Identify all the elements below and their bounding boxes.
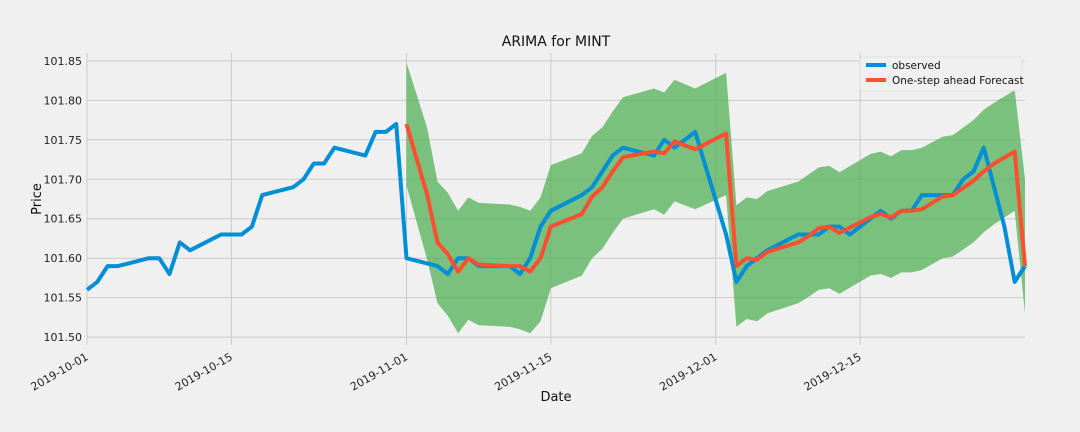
x-axis-label: Date (540, 390, 571, 405)
y-tick-label: 101.60 (44, 252, 83, 265)
x-tick-label: 2019-11-15 (492, 350, 554, 393)
chart-title: ARIMA for MINT (502, 34, 611, 50)
y-tick-label: 101.65 (44, 213, 83, 226)
legend: observed One-step ahead Forecast (859, 56, 1024, 92)
y-tick-label: 101.70 (44, 173, 83, 186)
x-tick-label: 2019-10-01 (29, 350, 91, 393)
x-tick-label: 2019-10-15 (173, 350, 235, 393)
x-tick-label: 2019-11-01 (348, 350, 410, 393)
legend-label-forecast: One-step ahead Forecast (892, 75, 1024, 87)
legend-label-observed: observed (892, 60, 941, 72)
y-axis: 101.50 101.55 101.60 101.65 101.70 101.75 101.… (44, 55, 83, 344)
forecast-line (404, 123, 1027, 274)
y-tick-label: 101.85 (44, 55, 83, 68)
y-tick-label: 101.75 (44, 134, 83, 147)
series-lines (85, 122, 1027, 292)
y-tick-label: 101.55 (44, 292, 83, 305)
x-tick-label: 2019-12-01 (657, 350, 719, 393)
x-axis: 2019-10-01 2019-10-15 2019-11-01 2019-11-15… (29, 350, 864, 393)
x-tick-label: 2019-12-15 (802, 350, 864, 393)
y-axis-label: Price (30, 183, 45, 215)
y-tick-label: 101.50 (44, 331, 83, 344)
y-tick-label: 101.80 (44, 94, 83, 107)
legend-box (859, 56, 1023, 92)
